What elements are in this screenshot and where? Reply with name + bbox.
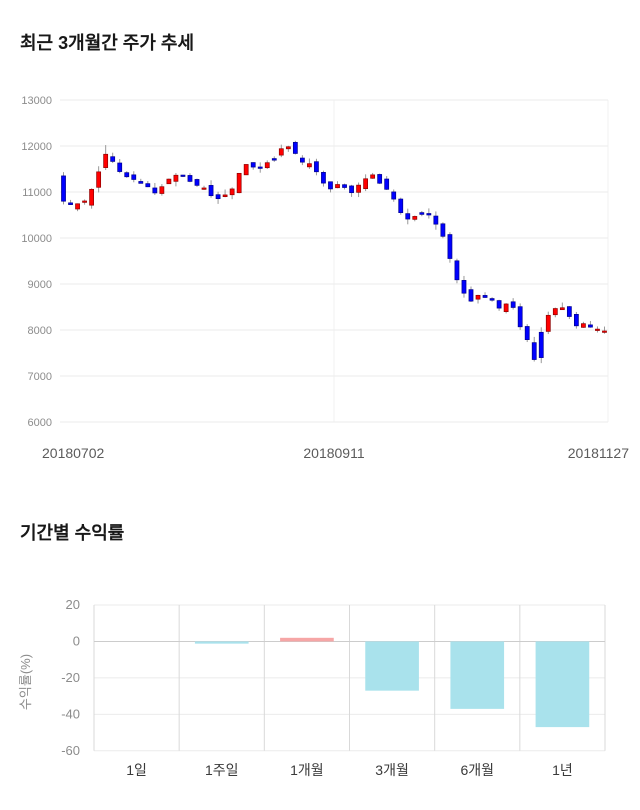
svg-text:-40: -40 [61,706,80,721]
svg-text:20180911: 20180911 [303,445,364,461]
svg-text:-60: -60 [61,743,80,758]
svg-text:3개월: 3개월 [375,762,409,778]
svg-text:1년: 1년 [552,762,573,778]
svg-text:10000: 10000 [21,233,52,245]
svg-text:20180702: 20180702 [42,445,105,461]
svg-text:11000: 11000 [22,187,52,199]
svg-text:20181127: 20181127 [568,445,629,461]
svg-text:1일: 1일 [126,762,147,778]
svg-text:1주일: 1주일 [205,762,239,778]
svg-text:20: 20 [66,597,80,612]
svg-text:7000: 7000 [28,371,52,383]
svg-text:6개월: 6개월 [460,762,494,778]
svg-text:12000: 12000 [21,141,52,153]
svg-text:6000: 6000 [28,417,52,429]
svg-text:1개월: 1개월 [290,762,324,778]
svg-text:0: 0 [73,633,80,648]
svg-text:-20: -20 [61,670,80,685]
svg-text:9000: 9000 [28,279,52,291]
svg-text:13000: 13000 [21,95,52,107]
svg-text:수익률(%): 수익률(%) [18,654,33,710]
svg-text:8000: 8000 [28,325,52,337]
